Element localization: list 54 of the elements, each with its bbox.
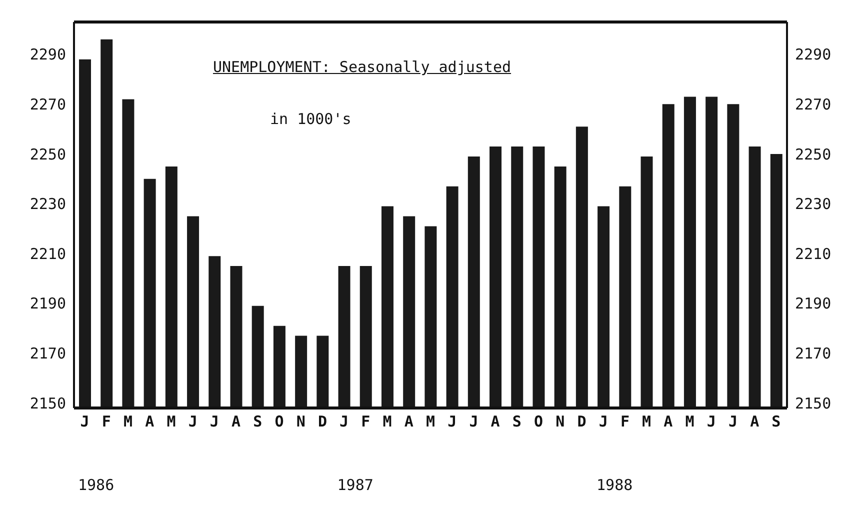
text: 1988: [596, 476, 633, 494]
x-tick-label: S: [512, 412, 522, 431]
x-tick-label: A: [145, 412, 154, 431]
x-tick-label: F: [102, 412, 111, 431]
x-tick-label: A: [664, 412, 673, 431]
x-tick-label: A: [404, 412, 414, 431]
y-tick-label: 2210: [30, 244, 66, 263]
x-tick-label: J: [598, 412, 608, 431]
x-tick-label: J: [340, 412, 349, 431]
text: in 1000's: [270, 110, 352, 128]
x-tick-label: O: [534, 412, 544, 431]
x-tick-label: M: [124, 412, 133, 431]
x-tick-label: J: [188, 412, 198, 431]
y-tick-label: 2270: [30, 96, 66, 114]
x-tick-label: A: [490, 412, 500, 431]
x-tick-label: J: [728, 412, 738, 431]
y2-tick-label: 2210: [795, 244, 832, 263]
x-tick-label: M: [382, 412, 392, 431]
x-tick-label: S: [772, 412, 781, 431]
x-tick-label: J: [448, 412, 457, 431]
x-tick-label: M: [166, 412, 176, 431]
x-tick-label: F: [620, 412, 630, 431]
x-tick-label: N: [556, 412, 565, 431]
y2-tick-label: 2230: [795, 195, 832, 214]
x-tick-label: M: [685, 412, 694, 431]
x-tick-label: M: [426, 412, 436, 431]
x-tick-label: J: [80, 412, 90, 431]
text: 1986: [78, 476, 114, 494]
x-tick-label: D: [318, 412, 327, 431]
y-tick-label: 2290: [30, 46, 66, 64]
x-tick-label: J: [706, 412, 716, 431]
y-tick-label: 2190: [30, 294, 66, 313]
x-tick-label: A: [232, 412, 241, 431]
x-tick-label: A: [750, 412, 760, 431]
x-tick-label: F: [361, 412, 370, 431]
x-tick-label: M: [642, 412, 652, 431]
text: 1987: [337, 476, 374, 494]
y-tick-label: 2150: [30, 394, 66, 412]
x-tick-label: O: [274, 412, 284, 431]
y2-tick-label: 2250: [795, 145, 832, 164]
x-tick-label: J: [210, 412, 219, 431]
x-tick-label: J: [469, 412, 478, 431]
y2-tick-label: 2290: [795, 46, 832, 64]
y-tick-label: 2230: [30, 195, 66, 214]
x-tick-label: N: [296, 412, 306, 431]
x-tick-label: D: [577, 412, 586, 431]
y2-tick-label: 2190: [795, 294, 832, 313]
text: UNEMPLOYMENT: Seasonally adjusted: [213, 58, 512, 76]
y2-tick-label: 2270: [795, 96, 832, 114]
y2-tick-label: 2170: [795, 344, 832, 363]
y-tick-label: 2170: [30, 344, 66, 363]
x-tick-label: S: [253, 412, 262, 431]
y-tick-label: 2250: [30, 145, 66, 164]
y2-tick-label: 2150: [795, 394, 832, 412]
